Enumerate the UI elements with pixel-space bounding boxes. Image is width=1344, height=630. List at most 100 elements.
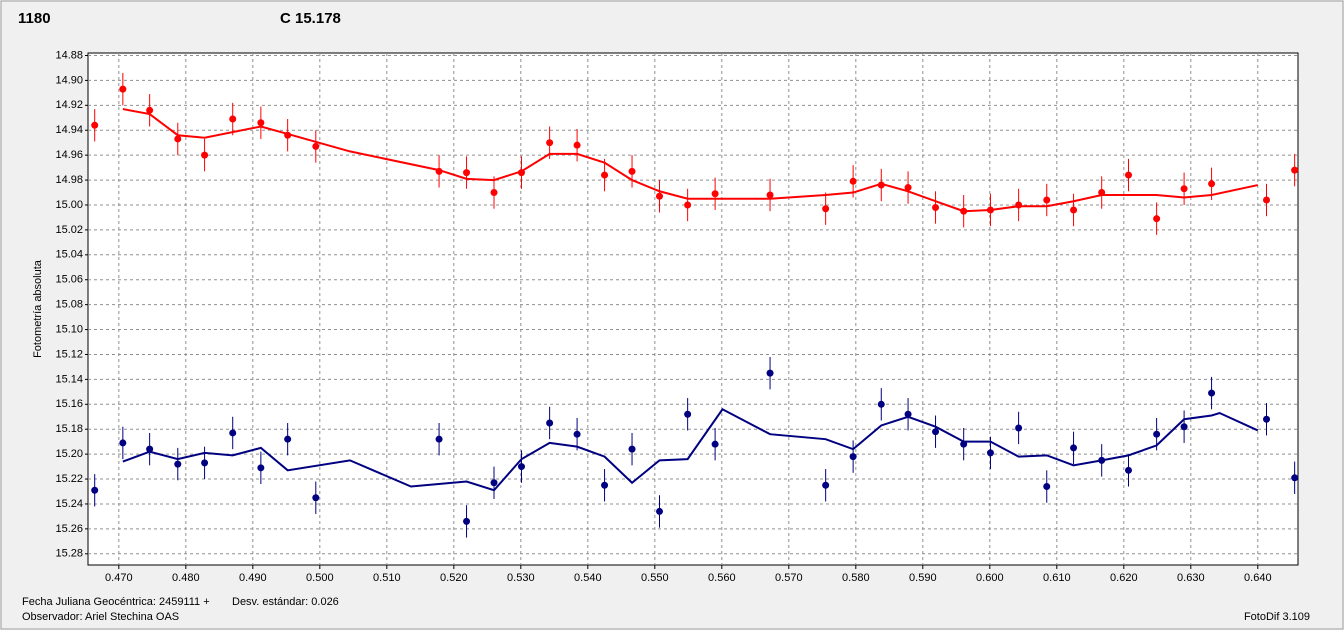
- data-point: [517, 169, 525, 177]
- data-point: [1263, 196, 1271, 204]
- x-tick-label: 0.560: [708, 572, 736, 584]
- data-point: [1070, 444, 1078, 452]
- data-point: [1153, 430, 1161, 438]
- data-point: [932, 203, 940, 211]
- y-tick-label: 15.26: [55, 523, 83, 535]
- y-tick-label: 15.04: [55, 249, 83, 261]
- data-point: [490, 479, 498, 487]
- julian-date: Fecha Juliana Geocéntrica: 2459111 +: [22, 596, 210, 608]
- x-tick-label: 0.610: [1043, 572, 1071, 584]
- data-point: [711, 190, 719, 198]
- x-tick-label: 0.500: [306, 572, 334, 584]
- x-tick-label: 0.630: [1177, 572, 1205, 584]
- data-point: [877, 400, 885, 408]
- y-tick-label: 14.94: [55, 124, 83, 136]
- x-tick-label: 0.600: [976, 572, 1004, 584]
- y-tick-label: 15.14: [55, 373, 83, 385]
- y-tick-label: 15.18: [55, 423, 83, 435]
- x-tick-label: 0.490: [239, 572, 267, 584]
- data-point: [257, 119, 265, 127]
- y-tick-label: 15.10: [55, 323, 83, 335]
- data-point: [628, 167, 636, 175]
- x-tick-label: 0.620: [1110, 572, 1138, 584]
- data-point: [312, 494, 320, 502]
- data-point: [1180, 185, 1188, 193]
- data-point: [822, 481, 830, 489]
- data-point: [573, 141, 581, 149]
- y-axis-label: Fotometría absoluta: [32, 259, 44, 358]
- y-tick-label: 15.28: [55, 548, 83, 560]
- data-point: [284, 435, 292, 443]
- data-point: [684, 201, 692, 209]
- data-point: [229, 115, 237, 123]
- data-point: [684, 410, 692, 418]
- x-tick-label: 0.640: [1244, 572, 1272, 584]
- y-tick-label: 14.90: [55, 74, 83, 86]
- y-tick-label: 14.96: [55, 149, 83, 161]
- data-point: [1263, 415, 1271, 423]
- data-point: [435, 435, 443, 443]
- data-point: [656, 192, 664, 200]
- data-point: [904, 184, 912, 192]
- y-tick-label: 14.98: [55, 174, 83, 186]
- x-tick-label: 0.550: [641, 572, 669, 584]
- data-point: [1153, 215, 1161, 223]
- data-point: [711, 440, 719, 448]
- data-point: [1098, 456, 1106, 464]
- y-tick-label: 15.16: [55, 398, 83, 410]
- data-point: [546, 139, 554, 147]
- data-point: [91, 486, 99, 494]
- data-point: [174, 460, 182, 468]
- x-tick-label: 0.520: [440, 572, 468, 584]
- x-tick-label: 0.510: [373, 572, 401, 584]
- plot-area: [87, 52, 1299, 566]
- series-2-label: C 15.178: [280, 10, 341, 27]
- data-point: [1124, 466, 1132, 474]
- y-tick-label: 14.88: [55, 49, 83, 61]
- data-point: [986, 449, 994, 457]
- data-point: [904, 410, 912, 418]
- data-point: [766, 369, 774, 377]
- data-point: [1098, 189, 1106, 197]
- data-point: [1291, 474, 1299, 482]
- data-point: [229, 429, 237, 437]
- y-tick-label: 15.08: [55, 299, 83, 311]
- data-point: [766, 191, 774, 199]
- version: FotoDif 3.109: [1244, 611, 1310, 623]
- y-tick-label: 15.06: [55, 274, 83, 286]
- data-point: [1015, 201, 1023, 209]
- data-point: [517, 463, 525, 471]
- data-point: [656, 507, 664, 515]
- data-point: [463, 517, 471, 525]
- data-point: [174, 135, 182, 143]
- data-point: [1208, 389, 1216, 397]
- y-tick-label: 15.00: [55, 199, 83, 211]
- data-point: [435, 167, 443, 175]
- data-point: [546, 419, 554, 427]
- data-point: [201, 459, 209, 467]
- data-point: [201, 151, 209, 159]
- data-point: [960, 440, 968, 448]
- y-tick-label: 15.02: [55, 224, 83, 236]
- y-tick-label: 14.92: [55, 99, 83, 111]
- y-tick-label: 15.24: [55, 498, 83, 510]
- data-point: [601, 481, 609, 489]
- data-point: [257, 464, 265, 472]
- data-point: [91, 121, 99, 129]
- series-1-label: 1180: [18, 10, 51, 27]
- data-point: [119, 85, 127, 93]
- x-tick-label: 0.570: [775, 572, 803, 584]
- data-point: [1124, 171, 1132, 179]
- std-dev: Desv. estándar: 0.026: [232, 596, 339, 608]
- y-tick-label: 15.12: [55, 348, 83, 360]
- data-point: [1015, 424, 1023, 432]
- data-point: [1043, 483, 1051, 491]
- data-point: [119, 439, 127, 447]
- x-tick-label: 0.480: [172, 572, 200, 584]
- data-point: [822, 205, 830, 213]
- x-tick-label: 0.540: [574, 572, 602, 584]
- data-point: [601, 171, 609, 179]
- data-point: [490, 189, 498, 197]
- y-tick-label: 15.20: [55, 448, 83, 460]
